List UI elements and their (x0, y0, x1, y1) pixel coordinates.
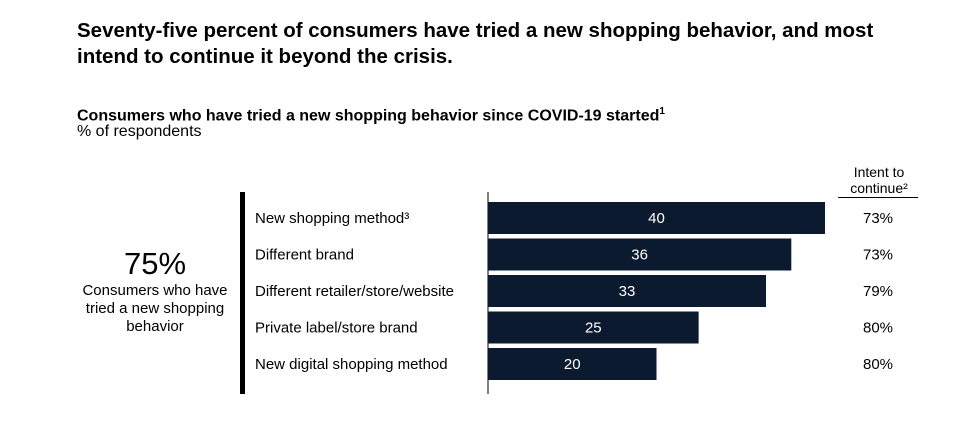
value-label-3: 25 (585, 320, 602, 337)
category-label-1: Different brand (255, 247, 354, 264)
value-label-0: 40 (648, 210, 665, 227)
category-label-0: New shopping method³ (255, 210, 409, 227)
intent-value-0: 73% (863, 210, 893, 227)
bar-2 (488, 275, 767, 307)
value-label-2: 33 (619, 283, 636, 300)
summary-caption: Consumers who have tried a new shopping … (82, 282, 228, 335)
intent-header-rule (838, 197, 918, 198)
category-label-2: Different retailer/store/website (255, 283, 454, 300)
category-label-3: Private label/store brand (255, 320, 418, 337)
headline: Seventy-five percent of consumers have t… (77, 19, 874, 68)
footnote-marker: 1 (659, 106, 665, 117)
summary-value: 75% (123, 246, 187, 281)
chart-subtitle: Consumers who have tried a new shopping … (77, 102, 665, 126)
bar-group: New shopping method³ 40 73% Different brand… (255, 202, 893, 380)
bar-1 (488, 238, 792, 271)
intent-value-2: 79% (863, 283, 893, 300)
intent-value-3: 80% (863, 320, 893, 337)
intent-value-1: 73% (863, 247, 893, 264)
bar-4 (488, 348, 657, 380)
category-label-4: New digital shopping method (255, 356, 448, 373)
intent-header: Intent to continue² (850, 164, 908, 196)
chart-subtitle-text: Consumers who have tried a new shopping … (77, 107, 660, 125)
unit-label: % of respondents (77, 123, 202, 140)
bar-3 (488, 311, 699, 344)
summary-divider (240, 192, 245, 394)
value-label-1: 36 (631, 247, 648, 264)
bar-0 (488, 202, 825, 234)
intent-value-4: 80% (863, 356, 893, 373)
value-label-4: 20 (564, 356, 581, 373)
